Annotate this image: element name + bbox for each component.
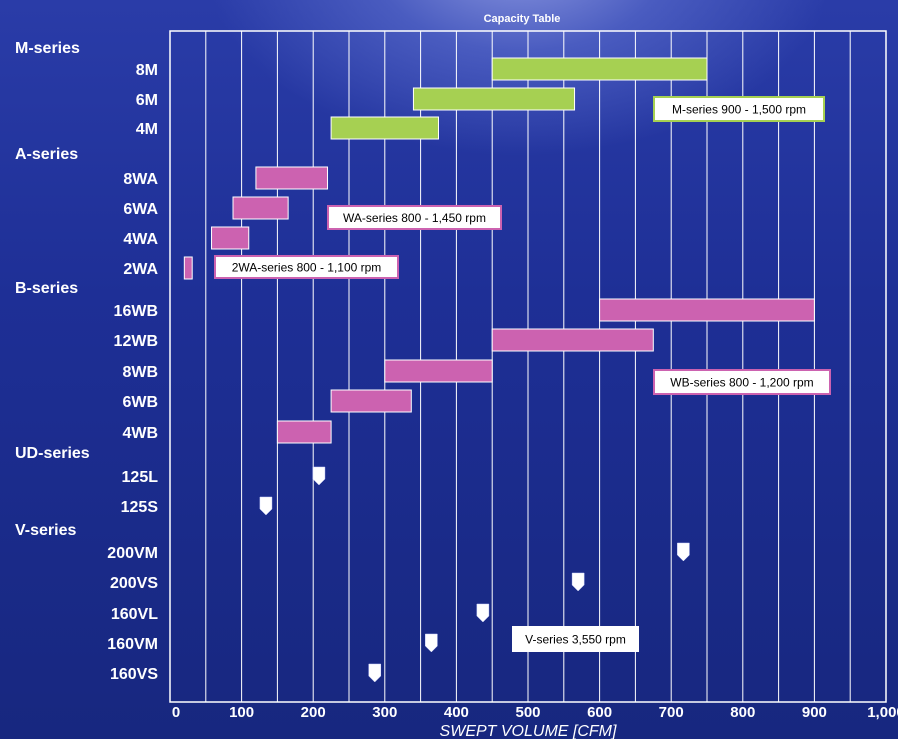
x-axis-title: SWEPT VOLUME [CFM] bbox=[440, 723, 617, 739]
capacity-bar bbox=[232, 196, 289, 220]
row-label: 200VS bbox=[110, 575, 158, 592]
chart-annotations: M-series 900 - 1,500 rpm WA-series 800 - … bbox=[214, 96, 831, 652]
capacity-bar bbox=[384, 359, 493, 383]
capacity-bar bbox=[491, 328, 654, 352]
x-tick-label: 1,000 bbox=[867, 704, 898, 721]
x-tick-label: 900 bbox=[802, 704, 827, 721]
chart-title: Capacity Table bbox=[484, 13, 561, 25]
series-label: A-series bbox=[15, 146, 78, 163]
row-label: 4WA bbox=[123, 231, 158, 248]
x-tick-label: 0 bbox=[172, 704, 180, 721]
capacity-bar bbox=[330, 116, 440, 140]
annotation-text: V-series 3,550 rpm bbox=[525, 633, 626, 647]
annotation-box bbox=[653, 369, 831, 395]
annotation-box bbox=[214, 255, 399, 279]
x-axis-ticks: 0 100 200 300 400 500 600 700 800 900 1,000 bbox=[172, 704, 898, 721]
x-tick-label: 100 bbox=[229, 704, 254, 721]
capacity-marker bbox=[312, 466, 326, 486]
row-label: 6M bbox=[136, 92, 158, 109]
row-label: 4WB bbox=[122, 425, 158, 442]
x-tick-label: 300 bbox=[372, 704, 397, 721]
row-label: 8WA bbox=[123, 171, 158, 188]
row-label: 12WB bbox=[114, 333, 158, 350]
capacity-bar bbox=[211, 226, 250, 250]
capacity-marker bbox=[677, 542, 690, 562]
capacity-bar bbox=[255, 166, 329, 190]
chart-labels: M-series 8M 6M 4M A-series 8WA 6WA 4WA 2WA B-seri… bbox=[15, 40, 158, 683]
series-label: B-series bbox=[15, 280, 78, 297]
capacity-bar bbox=[412, 87, 576, 111]
capacity-marker bbox=[425, 633, 438, 653]
capacity-marker bbox=[368, 663, 382, 683]
x-tick-label: 500 bbox=[515, 704, 540, 721]
annotation-text: M-series 900 - 1,500 rpm bbox=[672, 103, 806, 117]
annotation-text: 2WA-series 800 - 1,100 rpm bbox=[232, 261, 382, 275]
x-tick-label: 800 bbox=[730, 704, 755, 721]
capacity-bar bbox=[276, 420, 332, 444]
row-label: 4M bbox=[136, 121, 158, 138]
capacity-bar bbox=[183, 256, 193, 280]
annotation-box bbox=[653, 96, 825, 122]
annotation-box bbox=[327, 205, 502, 230]
x-tick-label: 200 bbox=[301, 704, 326, 721]
row-label: 2WA bbox=[123, 261, 158, 278]
row-label: 8WB bbox=[122, 364, 158, 381]
row-label: 200VM bbox=[107, 545, 158, 562]
row-label: 160VL bbox=[111, 606, 158, 623]
row-label: 160VS bbox=[110, 666, 158, 683]
x-tick-label: 700 bbox=[659, 704, 684, 721]
capacity-marker bbox=[571, 572, 585, 592]
x-tick-label: 400 bbox=[444, 704, 469, 721]
annotation-text: WA-series 800 - 1,450 rpm bbox=[343, 211, 486, 225]
series-label: M-series bbox=[15, 40, 80, 57]
capacity-bar bbox=[491, 57, 708, 81]
row-label: 6WA bbox=[123, 201, 158, 218]
x-tick-label: 600 bbox=[587, 704, 612, 721]
capacity-marker bbox=[259, 496, 273, 516]
capacity-bar bbox=[330, 389, 412, 413]
chart-bars bbox=[183, 57, 815, 444]
row-label: 125L bbox=[122, 469, 159, 486]
series-label: V-series bbox=[15, 522, 76, 539]
capacity-marker bbox=[476, 603, 490, 623]
capacity-bar bbox=[599, 298, 815, 322]
annotation-text: WB-series 800 - 1,200 rpm bbox=[670, 376, 813, 390]
row-label: 8M bbox=[136, 62, 158, 79]
row-label: 16WB bbox=[114, 303, 158, 320]
chart-markers bbox=[259, 466, 690, 683]
row-label: 6WB bbox=[122, 394, 158, 411]
annotation-box bbox=[512, 626, 639, 652]
row-label: 160VM bbox=[107, 636, 158, 653]
series-label: UD-series bbox=[15, 445, 90, 462]
row-label: 125S bbox=[121, 499, 159, 516]
chart-grid bbox=[169, 30, 887, 703]
